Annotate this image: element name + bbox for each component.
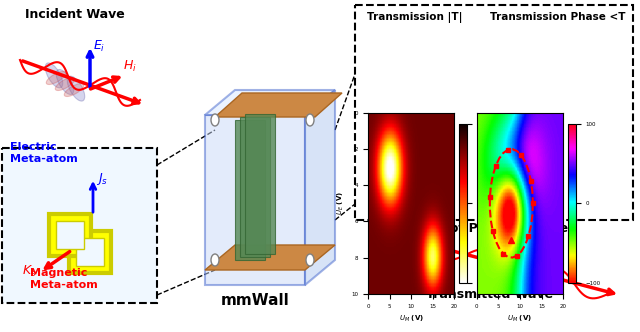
FancyBboxPatch shape — [2, 148, 157, 303]
Ellipse shape — [56, 69, 74, 95]
Ellipse shape — [55, 77, 75, 91]
Polygon shape — [305, 90, 335, 285]
Y-axis label: $U_E$ (V): $U_E$ (V) — [335, 191, 346, 215]
Polygon shape — [245, 114, 275, 254]
Text: $E_i$: $E_i$ — [93, 39, 106, 54]
Bar — [69, 231, 111, 273]
Ellipse shape — [306, 254, 314, 266]
Text: Transmission |T|: Transmission |T| — [367, 12, 463, 23]
Ellipse shape — [492, 274, 513, 285]
Ellipse shape — [67, 76, 84, 101]
Text: $E_t$: $E_t$ — [514, 242, 527, 257]
Polygon shape — [205, 90, 335, 115]
Ellipse shape — [497, 268, 511, 294]
Bar — [49, 214, 91, 256]
X-axis label: $U_M$ (V): $U_M$ (V) — [508, 314, 532, 324]
Text: $H_t$: $H_t$ — [549, 252, 564, 267]
Polygon shape — [215, 93, 342, 117]
Polygon shape — [235, 120, 265, 260]
Polygon shape — [205, 115, 305, 285]
X-axis label: $U_M$ (V): $U_M$ (V) — [399, 314, 424, 324]
Text: Abrupt Phase Change: Abrupt Phase Change — [416, 222, 568, 235]
Ellipse shape — [211, 114, 219, 126]
Polygon shape — [240, 117, 270, 257]
Text: Magnetic
Meta-atom: Magnetic Meta-atom — [30, 268, 98, 290]
Text: Transmission Phase <T: Transmission Phase <T — [490, 12, 625, 22]
Text: $K_s$: $K_s$ — [22, 264, 36, 279]
Text: Incident Wave: Incident Wave — [25, 8, 125, 21]
Text: $H_i$: $H_i$ — [123, 59, 137, 74]
Ellipse shape — [306, 114, 314, 126]
Ellipse shape — [64, 84, 84, 97]
Text: $J_s$: $J_s$ — [96, 171, 108, 187]
Ellipse shape — [486, 270, 506, 280]
Ellipse shape — [488, 262, 502, 288]
Polygon shape — [205, 245, 335, 270]
Ellipse shape — [479, 266, 500, 276]
Ellipse shape — [479, 255, 493, 282]
Text: Transmitted Wave: Transmitted Wave — [426, 288, 554, 301]
Text: Electric
Meta-atom: Electric Meta-atom — [10, 142, 77, 164]
Ellipse shape — [46, 71, 66, 85]
Bar — [76, 238, 104, 266]
Ellipse shape — [211, 254, 219, 266]
Text: mmWall: mmWall — [221, 293, 289, 308]
Bar — [56, 221, 84, 249]
Ellipse shape — [45, 63, 63, 88]
FancyBboxPatch shape — [355, 5, 633, 220]
